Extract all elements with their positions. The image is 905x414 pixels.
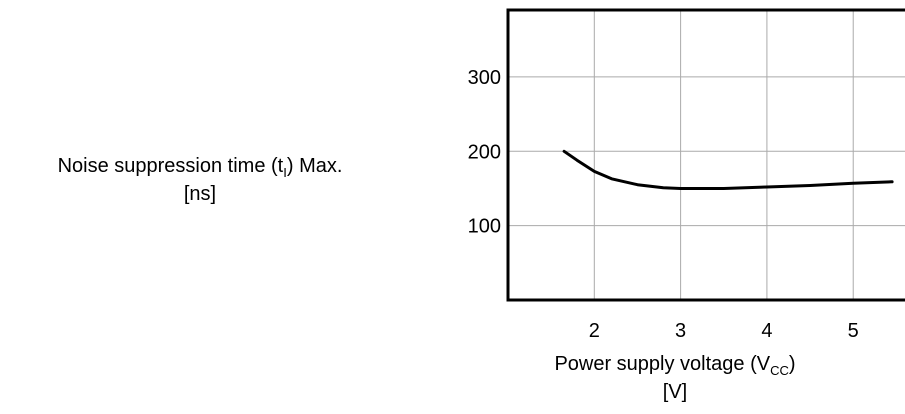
y-axis-label: Noise suppression time (tI) Max. [ns] <box>0 152 400 208</box>
y-axis-label-main: Noise suppression time (t <box>57 155 284 177</box>
x-axis-label-sub: CC <box>770 363 789 378</box>
y-tick-label: 300 <box>468 67 501 89</box>
y-axis-label-sub: I <box>283 165 287 180</box>
y-axis-label-tail: ) Max. <box>286 155 343 177</box>
y-tick-label: 200 <box>468 141 501 163</box>
y-tick-label: 100 <box>468 216 501 238</box>
x-tick-label: 4 <box>761 320 772 342</box>
x-tick-label: 3 <box>675 320 686 342</box>
data-line <box>562 149 894 190</box>
x-axis-label: Power supply voltage (VCC) [V] <box>500 350 850 406</box>
x-axis-label-tail: ) <box>788 353 796 375</box>
x-axis-unit: [V] <box>662 381 688 403</box>
x-axis-label-main: Power supply voltage (V <box>554 353 771 375</box>
y-axis-unit: [ns] <box>183 183 217 205</box>
x-tick-label: 5 <box>848 320 859 342</box>
x-tick-label: 2 <box>589 320 600 342</box>
